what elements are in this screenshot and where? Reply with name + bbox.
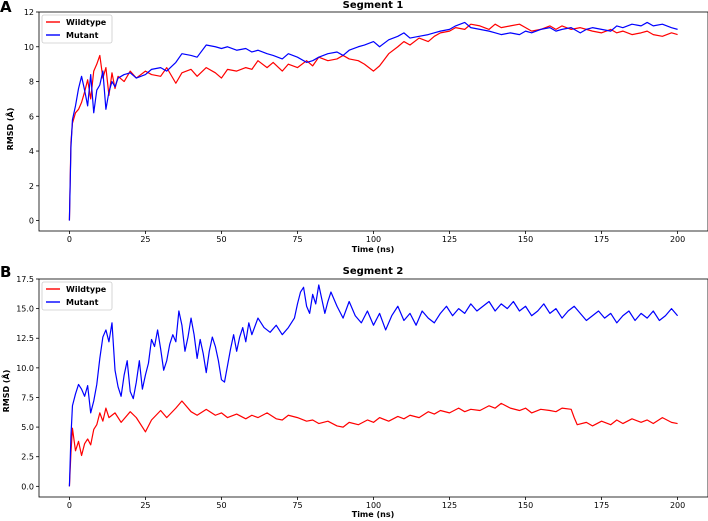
y-tick-label: 5.0	[21, 423, 34, 432]
y-tick-label: 12	[24, 8, 34, 17]
y-tick-label: 2.5	[21, 453, 34, 462]
series-line-wildtype-a	[68, 23, 678, 221]
series-line-wildtype-b	[68, 400, 678, 487]
legend-label-mutant-a: Mutant	[66, 31, 99, 40]
panel-segment-2: B Segment 2 Time (ns) RMSD (Å) 0 25 50 75 10…	[0, 263, 708, 519]
x-tick-label: 75	[292, 235, 302, 244]
x-tick-label: 125	[442, 235, 457, 244]
x-tick-label: 0	[67, 501, 72, 510]
legend-label-mutant-b: Mutant	[66, 298, 99, 307]
x-tick-label: 25	[140, 501, 150, 510]
x-tick-label: 0	[67, 235, 72, 244]
x-tick-label: 100	[366, 501, 381, 510]
y-tick-label: 10	[24, 43, 34, 52]
y-tick-label: 6	[29, 112, 34, 121]
y-tick-label: 8	[29, 78, 34, 87]
chart-title-a: Segment 1	[343, 0, 404, 11]
x-tick-label: 50	[216, 235, 226, 244]
axes-frame-a	[38, 11, 708, 232]
x-tick-label: 200	[670, 501, 685, 510]
y-tick-label: 17.5	[16, 275, 34, 284]
plot-area-b	[68, 284, 679, 487]
x-axis-label-b: Time (ns)	[352, 510, 395, 519]
x-tick-label: 25	[140, 235, 150, 244]
x-tick-label: 150	[518, 501, 533, 510]
legend-label-wildtype-a: Wildtype	[66, 18, 107, 27]
legend-b: Wildtype Mutant	[41, 281, 113, 311]
y-axis-label-a: RMSD (Å)	[5, 108, 15, 151]
ticks-b: 0 25 50 75 100 125 150 175 200 0.0 2.5 5.0 7.5 10.0 12…	[16, 275, 685, 510]
y-tick-label: 4	[29, 147, 34, 156]
y-tick-label: 12.5	[16, 334, 34, 343]
axes-frame-b	[38, 278, 708, 498]
plot-area-a	[68, 21, 678, 221]
y-axis-label-b: RMSD (Å)	[1, 370, 11, 413]
x-axis-label-a: Time (ns)	[352, 245, 395, 254]
x-tick-label: 75	[292, 501, 302, 510]
series-line-mutant-a	[68, 21, 678, 221]
panel-letter-b: B	[0, 263, 11, 281]
ticks-a: 0 25 50 75 100 125 150 175 200 0 2 4 6 8 10 12	[24, 8, 685, 244]
legend-label-wildtype-b: Wildtype	[66, 285, 107, 294]
y-tick-label: 7.5	[21, 393, 34, 402]
y-tick-label: 0	[29, 217, 34, 226]
panel-letter-a: A	[0, 0, 12, 16]
x-tick-label: 100	[366, 235, 381, 244]
y-tick-label: 15.0	[16, 305, 34, 314]
x-tick-label: 200	[670, 235, 685, 244]
y-tick-label: 0.0	[21, 482, 34, 491]
chart-title-b: Segment 2	[343, 266, 404, 277]
series-line-mutant-b	[68, 284, 679, 487]
x-tick-label: 50	[216, 501, 226, 510]
y-tick-label: 10.0	[16, 364, 34, 373]
x-tick-label: 125	[442, 501, 457, 510]
x-tick-label: 175	[594, 235, 609, 244]
panel-segment-1: A Segment 1 Time (ns) RMSD (Å) 0 25 50 75 10…	[0, 0, 708, 254]
x-tick-label: 175	[594, 501, 609, 510]
x-tick-label: 150	[518, 235, 533, 244]
legend-a: Wildtype Mutant	[41, 14, 113, 44]
y-tick-label: 2	[29, 182, 34, 191]
